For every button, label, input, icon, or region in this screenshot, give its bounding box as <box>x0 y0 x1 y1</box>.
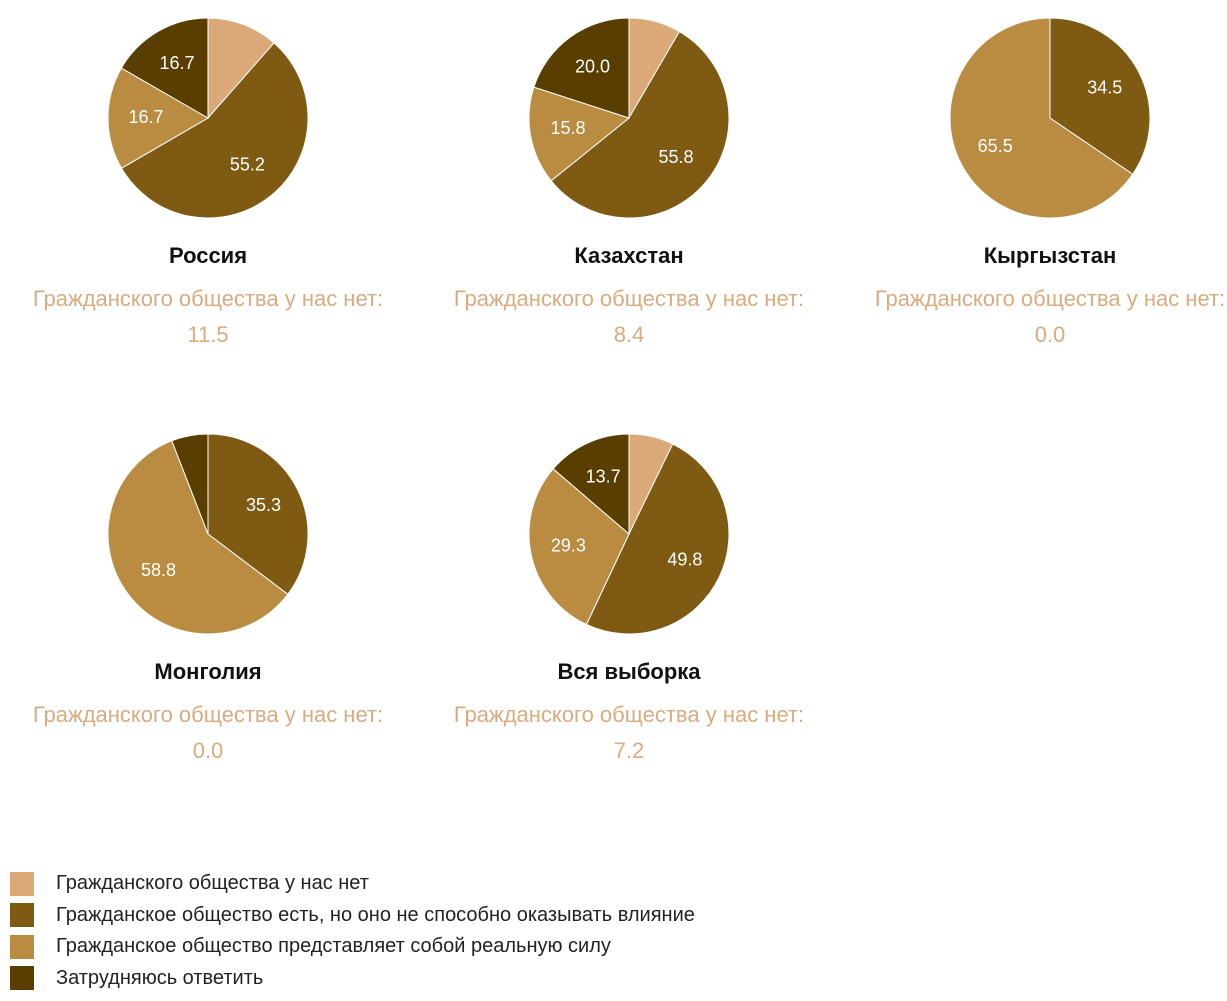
pie: 55.8 15.8 20.0 <box>528 17 730 219</box>
pie-slice <box>1049 17 1151 175</box>
slice-label: 20.0 <box>575 57 610 77</box>
pie-slice <box>528 86 631 182</box>
legend-item: Гражданское общество представляет собой … <box>10 931 695 963</box>
legend: Гражданского общества у нас нет Гражданск… <box>10 868 695 994</box>
legend-swatch <box>10 903 34 928</box>
slice-label: 29.3 <box>551 536 586 556</box>
caption-value: 0.0 <box>192 738 224 763</box>
pie-chart: 49.8 29.3 13.7 Вся выборка Гражданского обще… <box>429 433 829 769</box>
caption-text: Гражданского общества у нас нет: <box>32 286 384 311</box>
caption-value: 0.0 <box>1034 322 1066 347</box>
pie-chart: 34.5 65.5 Кыргызстан Гражданского общества … <box>850 17 1227 353</box>
chart-title: Вся выборка <box>557 659 701 684</box>
pie-slice <box>585 443 730 635</box>
pie-slice <box>207 17 275 120</box>
chart-title: Кыргызстан <box>983 243 1117 268</box>
pie: 34.5 65.5 <box>949 17 1151 219</box>
slice-label: 34.5 <box>1087 78 1122 98</box>
caption-text: Гражданского общества у нас нет: <box>32 702 384 727</box>
pie-slice <box>528 468 630 626</box>
pie-chart: 55.2 16.7 16.7 Россия Гражданского общества … <box>8 17 408 353</box>
caption: Гражданского общества у нас нет: 0.0 <box>28 697 388 769</box>
legend-swatch <box>10 966 34 991</box>
legend-label: Затрудняюсь ответить <box>56 966 264 989</box>
pie-chart: 55.8 15.8 20.0 Казахстан Гражданского общест… <box>429 17 829 353</box>
caption-value: 8.4 <box>613 322 645 347</box>
slice-label: 13.7 <box>586 466 621 486</box>
slice-label: 65.5 <box>978 136 1013 156</box>
caption: Гражданского общества у нас нет: 0.0 <box>870 281 1227 353</box>
legend-label: Гражданское общество есть, но оно не спо… <box>56 903 695 926</box>
legend-label: Гражданское общество представляет собой … <box>56 935 611 958</box>
caption: Гражданского общества у нас нет: 8.4 <box>449 281 809 353</box>
slice-label: 16.7 <box>159 53 194 73</box>
slice-label: 55.8 <box>658 147 693 167</box>
caption-value: 11.5 <box>187 322 229 347</box>
caption: Гражданского общества у нас нет: 11.5 <box>28 281 388 353</box>
pie-slice <box>107 440 289 635</box>
legend-item: Затрудняюсь ответить <box>10 963 695 995</box>
pie-slice <box>107 67 209 169</box>
caption: Гражданского общества у нас нет: 7.2 <box>449 697 809 769</box>
pie-slice <box>550 30 730 219</box>
pie-slice <box>120 17 209 119</box>
pie-chart: 35.3 58.8 Монголия Гражданского общества у … <box>8 433 408 769</box>
legend-item: Гражданского общества у нас нет <box>10 868 695 900</box>
legend-swatch <box>10 934 34 959</box>
pie: 55.2 16.7 16.7 <box>107 17 309 219</box>
caption-text: Гражданского общества у нас нет: <box>874 286 1226 311</box>
legend-label: Гражданского общества у нас нет <box>56 872 369 895</box>
slice-label: 55.2 <box>230 155 265 175</box>
caption-text: Гражданского общества у нас нет: <box>453 702 805 727</box>
chart-title: Монголия <box>154 659 262 684</box>
slice-label: 49.8 <box>667 550 702 570</box>
chart-title: Казахстан <box>574 243 684 268</box>
slice-label: 16.7 <box>128 107 163 127</box>
caption-value: 7.2 <box>613 738 645 763</box>
pie-slice <box>949 17 1134 219</box>
slice-label: 15.8 <box>551 118 586 138</box>
caption-text: Гражданского общества у нас нет: <box>453 286 805 311</box>
pie: 49.8 29.3 13.7 <box>528 433 730 635</box>
pie-slice <box>552 433 630 536</box>
pie-slice <box>533 17 630 119</box>
pie: 35.3 58.8 <box>107 433 309 635</box>
pie-slice <box>120 42 309 219</box>
pie-slice <box>171 433 209 535</box>
slice-label: 58.8 <box>141 560 176 580</box>
chart-title: Россия <box>168 243 248 268</box>
pie-slice <box>207 433 309 595</box>
slice-label: 35.3 <box>246 495 281 515</box>
legend-swatch <box>10 871 34 896</box>
legend-item: Гражданское общество есть, но оно не спо… <box>10 900 695 932</box>
